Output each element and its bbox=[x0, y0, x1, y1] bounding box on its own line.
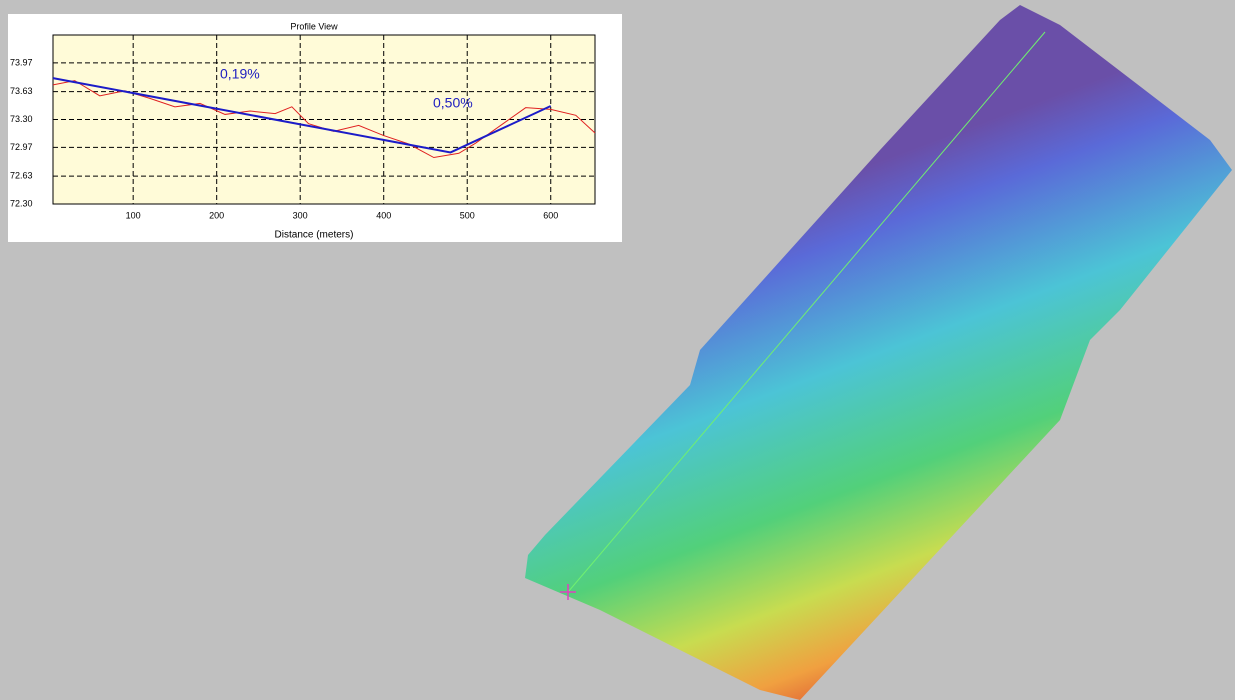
slope-annotation: 0,19% bbox=[220, 66, 260, 82]
x-tick-label: 600 bbox=[543, 210, 558, 220]
y-tick-label: 72.97 bbox=[10, 142, 33, 152]
x-tick-label: 300 bbox=[293, 210, 308, 220]
y-tick-label: 72.63 bbox=[10, 170, 33, 180]
x-tick-label: 500 bbox=[460, 210, 475, 220]
start-marker bbox=[560, 584, 576, 600]
y-tick-label: 73.63 bbox=[10, 86, 33, 96]
x-tick-label: 200 bbox=[209, 210, 224, 220]
y-tick-label: 73.97 bbox=[10, 57, 33, 67]
x-axis-label: Distance (meters) bbox=[275, 230, 354, 241]
y-tick-label: 72.30 bbox=[10, 198, 33, 208]
chart-title: Profile View bbox=[290, 21, 338, 31]
series-line bbox=[52, 77, 552, 154]
profile-line bbox=[567, 31, 1046, 593]
y-tick-label: 73.30 bbox=[10, 114, 33, 124]
slope-annotation: 0,50% bbox=[433, 95, 473, 111]
x-tick-label: 100 bbox=[126, 210, 141, 220]
terrain-map[interactable] bbox=[525, 5, 1232, 700]
x-tick-label: 400 bbox=[376, 210, 391, 220]
plot: 72.30 72.63 72.97 73.30 73.63 73.97 100 200 300 4… bbox=[10, 35, 596, 220]
